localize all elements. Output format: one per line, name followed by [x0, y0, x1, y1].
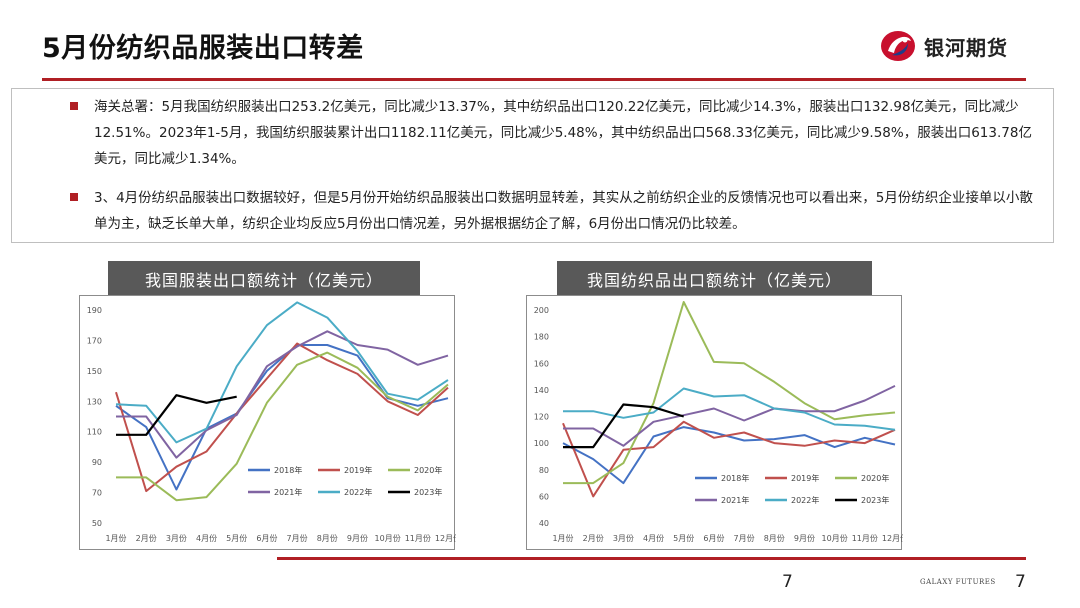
legend-label: 2023年	[414, 487, 442, 497]
y-tick-label: 160	[534, 359, 549, 368]
legend-label: 2019年	[791, 473, 819, 483]
y-tick-label: 180	[534, 333, 549, 342]
x-tick-label: 3月份	[613, 533, 634, 543]
bullet-text: 3、4月份纺织品服装出口数据较好，但是5月份开始纺织品服装出口数据明显转差，其实…	[94, 190, 1033, 232]
x-tick-label: 4月份	[196, 533, 217, 543]
x-tick-label: 12月份	[882, 533, 903, 543]
bullet-marker	[70, 193, 78, 201]
line-chart-svg: 50 70 90 110 130 150 170 190 1月份 2月份 3月份 4月份 5月份 6月份 7…	[87, 301, 456, 543]
y-tick-label: 120	[534, 413, 549, 422]
chart-plot-frame: 50 70 90 110 130 150 170 190 1月份 2月份 3月份 4月份 5月份 6月份 7…	[79, 295, 456, 550]
y-tick-label: 190	[87, 306, 102, 315]
series-line-2022年	[115, 301, 449, 444]
y-tick-label: 40	[539, 519, 549, 528]
chart-title: 我国服装出口额统计（亿美元）	[108, 261, 420, 297]
y-tick-label: 170	[87, 336, 102, 345]
x-tick-label: 4月份	[643, 533, 664, 543]
y-tick-label: 140	[534, 386, 549, 395]
y-tick-label: 100	[534, 439, 549, 448]
x-tick-label: 10月份	[375, 533, 401, 543]
series-line-2023年	[563, 403, 685, 449]
x-tick-label: 5月份	[226, 533, 247, 543]
bullet-text: 海关总署：5月我国纺织服装出口253.2亿美元，同比减少13.37%，其中纺织品…	[94, 99, 1032, 167]
y-tick-label: 130	[87, 397, 102, 406]
bullet-item: 3、4月份纺织品服装出口数据较好，但是5月份开始纺织品服装出口数据明显转差，其实…	[70, 185, 1037, 237]
legend-label: 2018年	[721, 473, 749, 483]
x-tick-label: 3月份	[166, 533, 187, 543]
x-tick-label: 11月份	[852, 533, 878, 543]
summary-box: 海关总署：5月我国纺织服装出口253.2亿美元，同比减少13.37%，其中纺织品…	[11, 88, 1054, 243]
x-tick-label: 2月份	[136, 533, 157, 543]
series-line-2020年	[116, 351, 449, 502]
x-tick-label: 8月份	[764, 533, 785, 543]
y-tick-label: 80	[539, 466, 549, 475]
y-tick-label: 60	[539, 492, 549, 501]
legend-label: 2021年	[721, 495, 749, 505]
x-tick-label: 7月份	[734, 533, 755, 543]
x-tick-label: 1月份	[105, 533, 126, 543]
series-line-2023年	[116, 394, 237, 436]
legend-label: 2019年	[344, 465, 372, 475]
x-tick-label: 9月份	[347, 533, 368, 543]
series-line-2021年	[563, 384, 896, 447]
x-tick-label: 2月份	[583, 533, 604, 543]
series-line-2022年	[563, 387, 896, 431]
slide-title: 5月份纺织品服装出口转差	[42, 33, 364, 64]
y-tick-label: 200	[534, 306, 549, 315]
x-tick-label: 11月份	[405, 533, 431, 543]
page-number: 7	[782, 572, 793, 592]
x-tick-label: 7月份	[287, 533, 308, 543]
x-tick-label: 1月份	[552, 533, 573, 543]
footer-brand: GALAXY FUTURES	[920, 578, 996, 586]
chart-plot-frame: 40 60 80 100 120 140 160 180 200 1月份 2月份 3月份 4月份 5月份 6…	[526, 295, 903, 550]
logo-text: 银河期货	[924, 35, 1008, 60]
x-tick-label: 10月份	[822, 533, 848, 543]
x-tick-label: 6月份	[703, 533, 724, 543]
series-line-2020年	[563, 301, 896, 485]
x-tick-label: 5月份	[673, 533, 694, 543]
bullet-marker	[70, 102, 78, 110]
series-line-2021年	[116, 330, 449, 459]
y-tick-label: 70	[92, 489, 102, 498]
chart-title: 我国纺织品出口额统计（亿美元）	[557, 261, 872, 297]
title-rule	[42, 78, 1026, 81]
x-tick-label: 8月份	[317, 533, 338, 543]
company-logo: 银河期货	[878, 28, 1008, 64]
page-number: 7	[1015, 572, 1026, 592]
x-tick-label: 9月份	[794, 533, 815, 543]
line-chart-svg: 40 60 80 100 120 140 160 180 200 1月份 2月份 3月份 4月份 5月份 6…	[534, 301, 903, 543]
galaxy-logo-icon	[881, 31, 915, 61]
legend-label: 2020年	[861, 473, 889, 483]
y-tick-label: 90	[92, 458, 102, 467]
series-line-2018年	[562, 426, 896, 485]
series-line-2019年	[115, 342, 449, 493]
y-tick-label: 50	[92, 519, 102, 528]
series-line-2019年	[562, 420, 896, 498]
legend-label: 2018年	[274, 465, 302, 475]
legend-label: 2020年	[414, 465, 442, 475]
y-tick-label: 150	[87, 367, 102, 376]
legend-label: 2023年	[861, 495, 889, 505]
legend-label: 2021年	[274, 487, 302, 497]
legend-label: 2022年	[344, 487, 372, 497]
legend-label: 2022年	[791, 495, 819, 505]
bullet-item: 海关总署：5月我国纺织服装出口253.2亿美元，同比减少13.37%，其中纺织品…	[70, 94, 1037, 172]
y-tick-label: 110	[87, 428, 102, 437]
x-tick-label: 12月份	[435, 533, 456, 543]
footer-rule	[277, 557, 1026, 560]
x-tick-label: 6月份	[256, 533, 277, 543]
